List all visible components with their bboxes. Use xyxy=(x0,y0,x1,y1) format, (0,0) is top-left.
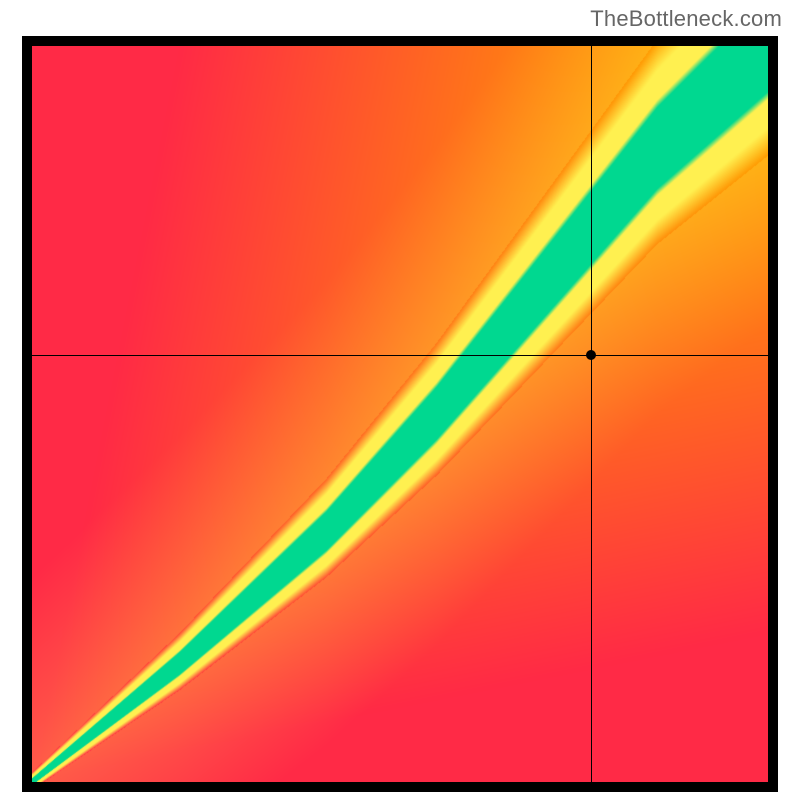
crosshair-marker xyxy=(586,350,596,360)
watermark-text: TheBottleneck.com xyxy=(590,6,782,32)
chart-frame xyxy=(22,36,778,792)
crosshair-vertical xyxy=(591,46,592,782)
crosshair-horizontal xyxy=(32,355,768,356)
heatmap-canvas xyxy=(32,46,768,782)
